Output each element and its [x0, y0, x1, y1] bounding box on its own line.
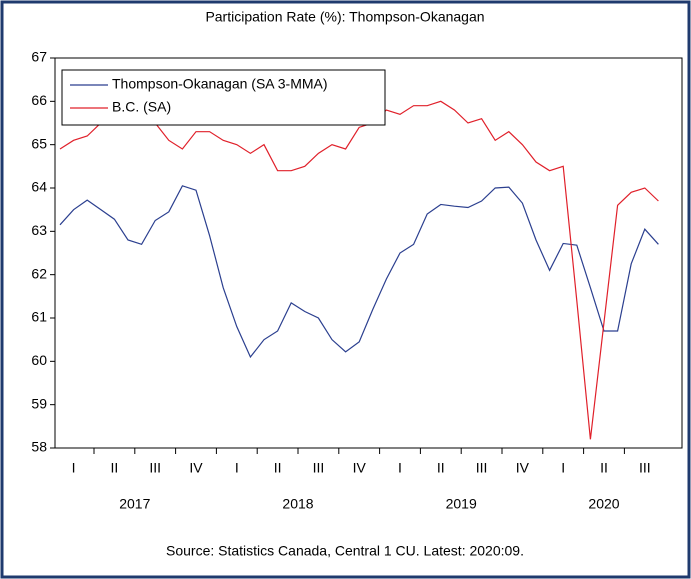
- x-year-label: 2020: [588, 496, 619, 512]
- x-year-label: 2017: [119, 496, 150, 512]
- x-quarter-label: I: [72, 460, 76, 476]
- y-tick-label: 59: [31, 395, 47, 411]
- x-quarter-label: III: [149, 460, 161, 476]
- y-tick-label: 61: [31, 309, 47, 325]
- x-year-label: 2019: [446, 496, 477, 512]
- legend: [61, 69, 386, 126]
- y-tick-label: 66: [31, 92, 47, 108]
- y-tick-label: 63: [31, 222, 47, 238]
- x-quarter-label: III: [639, 460, 651, 476]
- x-quarter-label: I: [398, 460, 402, 476]
- source-note: Source: Statistics Canada, Central 1 CU.…: [166, 543, 524, 559]
- chart-title: Participation Rate (%): Thompson-Okanaga…: [205, 9, 484, 25]
- x-quarter-label: IV: [189, 460, 203, 476]
- x-year-label: 2018: [282, 496, 313, 512]
- x-quarter-label: I: [235, 460, 239, 476]
- y-tick-label: 65: [31, 135, 47, 151]
- x-quarter-label: II: [111, 460, 119, 476]
- x-quarter-label: I: [561, 460, 565, 476]
- y-tick-label: 58: [31, 439, 47, 455]
- x-quarter-label: II: [437, 460, 445, 476]
- legend-label: Thompson-Okanagan (SA 3-MMA): [112, 76, 328, 92]
- x-quarter-label: II: [600, 460, 608, 476]
- y-tick-label: 64: [31, 179, 47, 195]
- x-quarter-label: II: [274, 460, 282, 476]
- series-line: [59, 185, 659, 359]
- x-quarter-label: IV: [516, 460, 530, 476]
- y-tick-label: 62: [31, 265, 47, 281]
- x-quarter-label: III: [313, 460, 325, 476]
- x-quarter-label: III: [476, 460, 488, 476]
- y-tick-label: 60: [31, 352, 47, 368]
- plot-area: [54, 57, 683, 449]
- series-line: [59, 100, 659, 440]
- y-tick-label: 67: [31, 49, 47, 65]
- x-quarter-label: IV: [353, 460, 367, 476]
- legend-label: B.C. (SA): [112, 99, 171, 115]
